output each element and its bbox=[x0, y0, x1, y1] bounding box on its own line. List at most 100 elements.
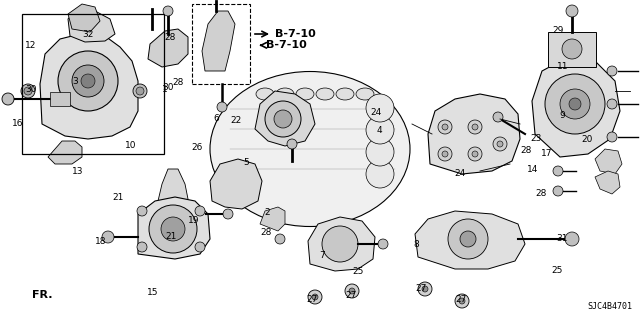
Text: 22: 22 bbox=[230, 116, 241, 125]
Text: 27: 27 bbox=[307, 295, 318, 304]
Text: 6: 6 bbox=[214, 114, 219, 122]
Text: 21: 21 bbox=[166, 232, 177, 241]
Circle shape bbox=[163, 6, 173, 16]
Text: 24: 24 bbox=[371, 108, 382, 117]
Circle shape bbox=[21, 84, 35, 98]
Circle shape bbox=[161, 217, 185, 241]
Ellipse shape bbox=[296, 88, 314, 100]
Text: 29: 29 bbox=[552, 26, 564, 35]
Text: 13: 13 bbox=[72, 167, 84, 176]
Ellipse shape bbox=[256, 88, 274, 100]
Polygon shape bbox=[428, 94, 520, 174]
Circle shape bbox=[607, 132, 617, 142]
Circle shape bbox=[133, 84, 147, 98]
Text: FR.: FR. bbox=[32, 290, 52, 300]
Text: 12: 12 bbox=[25, 41, 36, 50]
Circle shape bbox=[442, 151, 448, 157]
Circle shape bbox=[569, 98, 581, 110]
Text: SJC4B4701: SJC4B4701 bbox=[587, 302, 632, 311]
Circle shape bbox=[472, 151, 478, 157]
Text: 10: 10 bbox=[125, 141, 137, 150]
Text: 27: 27 bbox=[345, 291, 356, 300]
Polygon shape bbox=[68, 11, 115, 42]
Text: 18: 18 bbox=[95, 237, 107, 246]
Circle shape bbox=[553, 186, 563, 196]
Text: B-7-10: B-7-10 bbox=[266, 40, 307, 50]
Polygon shape bbox=[595, 171, 620, 194]
Text: B-7-10: B-7-10 bbox=[275, 29, 316, 39]
Circle shape bbox=[223, 209, 233, 219]
Circle shape bbox=[265, 101, 301, 137]
Circle shape bbox=[137, 206, 147, 216]
Circle shape bbox=[553, 166, 563, 176]
Polygon shape bbox=[40, 34, 138, 139]
Circle shape bbox=[58, 51, 118, 111]
Circle shape bbox=[607, 99, 617, 109]
Circle shape bbox=[565, 232, 579, 246]
Text: 16: 16 bbox=[12, 119, 24, 128]
Circle shape bbox=[366, 160, 394, 188]
Text: 17: 17 bbox=[541, 149, 553, 158]
Text: 7: 7 bbox=[319, 251, 324, 260]
Circle shape bbox=[366, 138, 394, 166]
Text: 25: 25 bbox=[551, 266, 563, 275]
Ellipse shape bbox=[336, 88, 354, 100]
Circle shape bbox=[468, 120, 482, 134]
Text: 21: 21 bbox=[113, 193, 124, 202]
Bar bbox=[548, 32, 596, 67]
Text: 26: 26 bbox=[191, 143, 203, 152]
Circle shape bbox=[195, 242, 205, 252]
Text: 5: 5 bbox=[244, 158, 249, 167]
Circle shape bbox=[308, 290, 322, 304]
Text: 4: 4 bbox=[376, 126, 381, 135]
Circle shape bbox=[448, 219, 488, 259]
Circle shape bbox=[2, 93, 14, 105]
Polygon shape bbox=[595, 149, 622, 174]
Circle shape bbox=[455, 294, 469, 308]
Text: 28: 28 bbox=[535, 189, 547, 198]
Circle shape bbox=[102, 231, 114, 243]
Polygon shape bbox=[415, 211, 525, 269]
Text: 28: 28 bbox=[260, 228, 271, 237]
Ellipse shape bbox=[210, 71, 410, 226]
Circle shape bbox=[137, 242, 147, 252]
Polygon shape bbox=[532, 57, 620, 157]
Polygon shape bbox=[202, 11, 235, 71]
Circle shape bbox=[438, 120, 452, 134]
Circle shape bbox=[418, 282, 432, 296]
Text: 19: 19 bbox=[188, 216, 199, 225]
Text: 25: 25 bbox=[353, 267, 364, 276]
Circle shape bbox=[366, 94, 394, 122]
Bar bbox=[192, 4, 250, 84]
Ellipse shape bbox=[316, 88, 334, 100]
Circle shape bbox=[72, 65, 104, 97]
Circle shape bbox=[378, 239, 388, 249]
Circle shape bbox=[566, 5, 578, 17]
Circle shape bbox=[217, 102, 227, 112]
Circle shape bbox=[545, 74, 605, 134]
Text: 20: 20 bbox=[582, 135, 593, 144]
Polygon shape bbox=[255, 91, 315, 146]
Polygon shape bbox=[48, 141, 82, 164]
Text: 31: 31 bbox=[556, 234, 568, 243]
Text: 30: 30 bbox=[25, 85, 36, 94]
Circle shape bbox=[560, 89, 590, 119]
Polygon shape bbox=[158, 169, 188, 214]
Text: 11: 11 bbox=[557, 63, 569, 71]
Circle shape bbox=[345, 284, 359, 298]
Polygon shape bbox=[308, 217, 375, 271]
Text: 27: 27 bbox=[415, 284, 427, 293]
Circle shape bbox=[349, 288, 355, 294]
Circle shape bbox=[607, 66, 617, 76]
Circle shape bbox=[136, 87, 144, 95]
Text: 28: 28 bbox=[172, 78, 184, 87]
Text: 8: 8 bbox=[413, 241, 419, 249]
Circle shape bbox=[422, 286, 428, 292]
Circle shape bbox=[472, 124, 478, 130]
Text: 23: 23 bbox=[531, 134, 542, 143]
Circle shape bbox=[366, 116, 394, 144]
Circle shape bbox=[460, 231, 476, 247]
Circle shape bbox=[195, 206, 205, 216]
Circle shape bbox=[81, 74, 95, 88]
Text: 3: 3 bbox=[73, 77, 78, 86]
